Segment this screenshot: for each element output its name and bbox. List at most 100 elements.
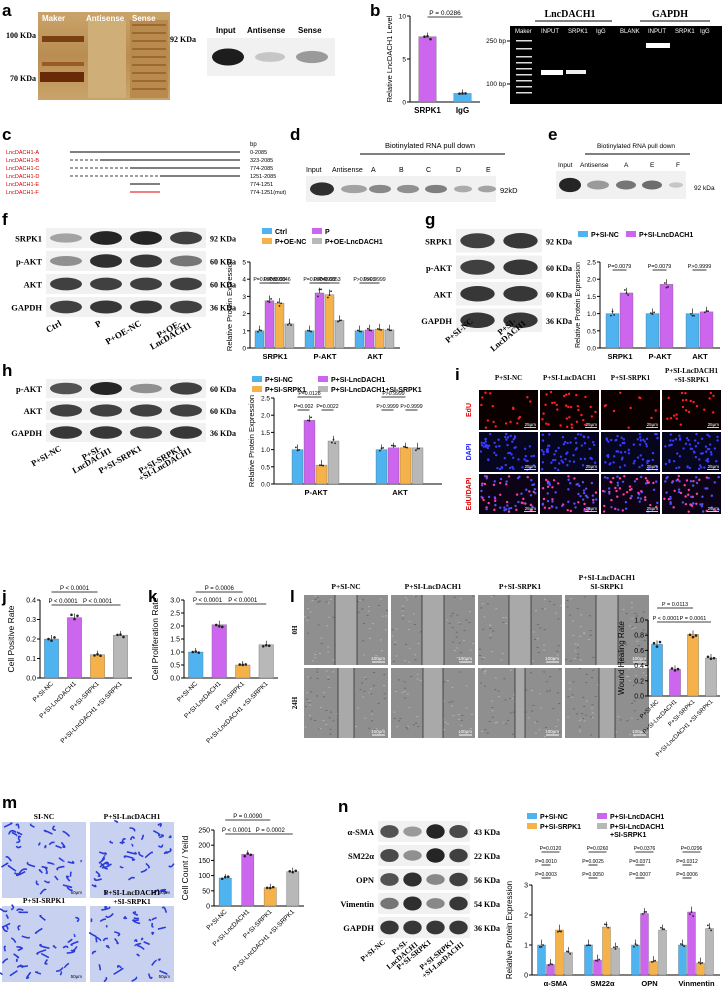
texture	[328, 687, 331, 689]
nucleus	[566, 463, 569, 467]
nucleus	[556, 468, 560, 472]
nucleus	[675, 417, 679, 420]
data-point	[307, 329, 309, 332]
nucleus	[562, 443, 566, 446]
cell-stain	[70, 945, 78, 952]
texture	[588, 638, 591, 640]
nucleus	[675, 466, 678, 470]
cell-stain	[98, 851, 107, 855]
nucleus	[480, 484, 484, 487]
nucleus	[670, 443, 673, 446]
nucleus	[615, 450, 618, 453]
texture	[511, 697, 514, 699]
y-axis-label: Relative Protein Expression	[225, 259, 234, 351]
y-tick-label: 0.0	[26, 676, 36, 683]
wound-gap	[423, 668, 443, 738]
texture	[402, 618, 405, 620]
bar	[387, 447, 400, 485]
cell-stain	[69, 871, 72, 877]
nucleus	[514, 446, 517, 449]
texture	[534, 610, 537, 612]
legend-label: P+SI-LncDACH1	[331, 377, 385, 384]
nucleus	[677, 466, 681, 469]
bar	[303, 420, 316, 485]
nucleus	[706, 487, 709, 490]
nucleus	[690, 495, 693, 499]
nucleus	[561, 461, 565, 464]
texture	[565, 658, 568, 660]
texture	[463, 629, 466, 631]
blot-header: Antisense	[247, 26, 286, 35]
protein-label: AKT	[24, 406, 43, 416]
texture	[413, 624, 416, 626]
data-point	[280, 302, 282, 305]
cell-stain	[98, 857, 106, 864]
lane-label: A	[371, 167, 376, 174]
band	[50, 277, 82, 291]
data-point	[569, 952, 571, 955]
micrograph	[662, 390, 721, 430]
data-point	[319, 464, 321, 467]
texture	[480, 668, 483, 670]
texture	[495, 608, 498, 610]
texture	[419, 680, 422, 682]
texture	[589, 634, 592, 636]
y-tick-label: 0.2	[26, 637, 36, 644]
nucleus	[513, 435, 517, 438]
texture	[578, 726, 581, 728]
nucleus	[541, 418, 544, 421]
row-label: DAPI	[466, 444, 473, 461]
texture	[416, 673, 419, 675]
nucleus	[687, 510, 690, 513]
nucleus	[709, 391, 713, 395]
nucleus	[619, 391, 622, 394]
texture	[362, 654, 365, 656]
band	[90, 231, 122, 245]
data-point	[264, 643, 268, 647]
texture	[363, 623, 366, 625]
nucleus	[698, 464, 702, 467]
texture	[556, 650, 559, 652]
cell-stain	[1, 926, 8, 932]
protein-label: p-AKT	[16, 257, 42, 267]
band	[503, 233, 538, 249]
p-value-label: P < 0.0001	[193, 598, 223, 604]
texture	[577, 656, 580, 658]
ladder-band	[516, 92, 532, 94]
nucleus	[545, 448, 549, 452]
bar	[651, 644, 663, 697]
texture	[369, 637, 372, 639]
nucleus	[700, 466, 703, 469]
cell-stain	[29, 823, 35, 828]
nucleus	[650, 416, 653, 420]
texture	[481, 603, 484, 605]
col-header: P+SI-LncDACH1	[543, 374, 596, 382]
bar	[284, 323, 295, 349]
band	[130, 383, 162, 394]
nucleus	[512, 437, 515, 441]
band	[170, 231, 202, 245]
texture	[494, 677, 497, 679]
nucleus	[704, 487, 707, 490]
x-tick-label: OPN	[641, 979, 657, 988]
kda-label: 36 KDa	[210, 304, 236, 313]
texture	[571, 696, 574, 698]
nucleus	[644, 477, 648, 480]
texture	[503, 678, 506, 680]
cell-stain	[157, 844, 164, 848]
lane-label: A	[624, 162, 629, 169]
ladder-band	[516, 40, 532, 42]
nucleus	[588, 447, 591, 451]
texture	[401, 608, 404, 610]
cell-stain	[88, 932, 97, 938]
texture	[414, 659, 417, 661]
nucleus	[687, 439, 690, 442]
cell-stain	[113, 819, 119, 824]
data-point	[595, 959, 597, 962]
y-tick-label: 0.5	[261, 464, 270, 471]
nucleus	[553, 401, 556, 404]
nucleus	[526, 459, 529, 463]
nucleus	[646, 479, 649, 482]
blot-marker: 92 kDa	[694, 185, 715, 192]
texture	[548, 600, 551, 602]
